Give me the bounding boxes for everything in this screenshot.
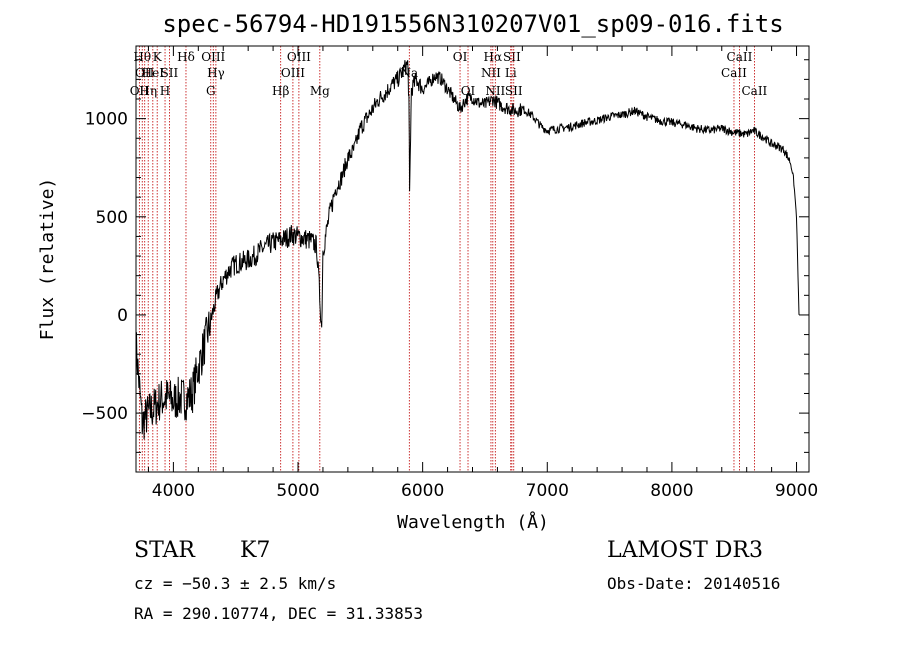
- y-tick-label: 1000: [85, 110, 128, 130]
- y-axis-label: Flux (relative): [37, 178, 58, 341]
- line-marker-label: Hα: [484, 50, 503, 64]
- x-tick-label: 8000: [650, 481, 693, 501]
- y-tick-label: −500: [81, 404, 128, 424]
- line-marker-label: CaII: [721, 66, 747, 80]
- line-marker-label: Li: [505, 66, 517, 80]
- survey-name: LAMOST DR3: [607, 538, 763, 563]
- observation-date: Obs-Date: 20140516: [607, 574, 781, 593]
- x-tick-label: 5000: [276, 481, 319, 501]
- line-markers: OIIHθOIIHηHeIKHSIIHδGOIIIHγHβOIIIOIIIMgN…: [130, 46, 768, 472]
- x-tick-label: 6000: [401, 481, 444, 501]
- line-marker-label: Hθ: [133, 50, 151, 64]
- y-axis: −500 0 500 1000: [81, 59, 809, 453]
- line-marker-label: H: [160, 84, 170, 98]
- line-marker-label: SII: [503, 50, 521, 64]
- x-tick-label: 9000: [775, 481, 818, 501]
- line-marker-label: OII: [135, 66, 155, 80]
- line-marker-label: HeI: [142, 66, 165, 80]
- line-marker-label: OIII: [281, 66, 305, 80]
- object-class: STAR: [134, 538, 195, 563]
- line-marker-label: K: [153, 50, 163, 64]
- line-marker-label: Hβ: [272, 84, 289, 98]
- line-marker-label: OI: [453, 50, 468, 64]
- x-axis: 4000 5000 6000 7000 8000 9000: [147, 46, 818, 501]
- line-marker-label: G: [206, 84, 216, 98]
- line-marker-label: Hη: [139, 84, 157, 98]
- chart-title: spec-56794-HD191556N310207V01_sp09-016.f…: [162, 10, 783, 38]
- line-marker-label: SII: [505, 84, 523, 98]
- y-tick-label: 0: [117, 306, 128, 326]
- x-tick-label: 4000: [152, 481, 195, 501]
- object-subclass: K7: [240, 538, 271, 563]
- redshift-readout: cz = −50.3 ± 2.5 km/s: [134, 574, 337, 593]
- plot-frame: [135, 45, 810, 473]
- line-marker-label: Hδ: [177, 50, 195, 64]
- line-marker-label: OIII: [287, 50, 311, 64]
- line-marker-label: SII: [161, 66, 179, 80]
- spectrum-line: [135, 60, 800, 440]
- line-marker-label: OI: [461, 84, 476, 98]
- coordinates-readout: RA = 290.10774, DEC = 31.33853: [134, 604, 423, 623]
- line-marker-label: Mg: [310, 84, 330, 98]
- line-marker-label: OIII: [201, 50, 225, 64]
- x-axis-label: Wavelength (Å): [397, 511, 549, 533]
- line-marker-label: NII: [485, 84, 505, 98]
- line-marker-label: CaII: [741, 84, 767, 98]
- line-marker-label: Hγ: [207, 66, 225, 80]
- y-tick-label: 500: [96, 208, 128, 228]
- x-tick-label: 7000: [526, 481, 569, 501]
- line-marker-label: CaII: [727, 50, 753, 64]
- line-marker-label: NII: [481, 66, 501, 80]
